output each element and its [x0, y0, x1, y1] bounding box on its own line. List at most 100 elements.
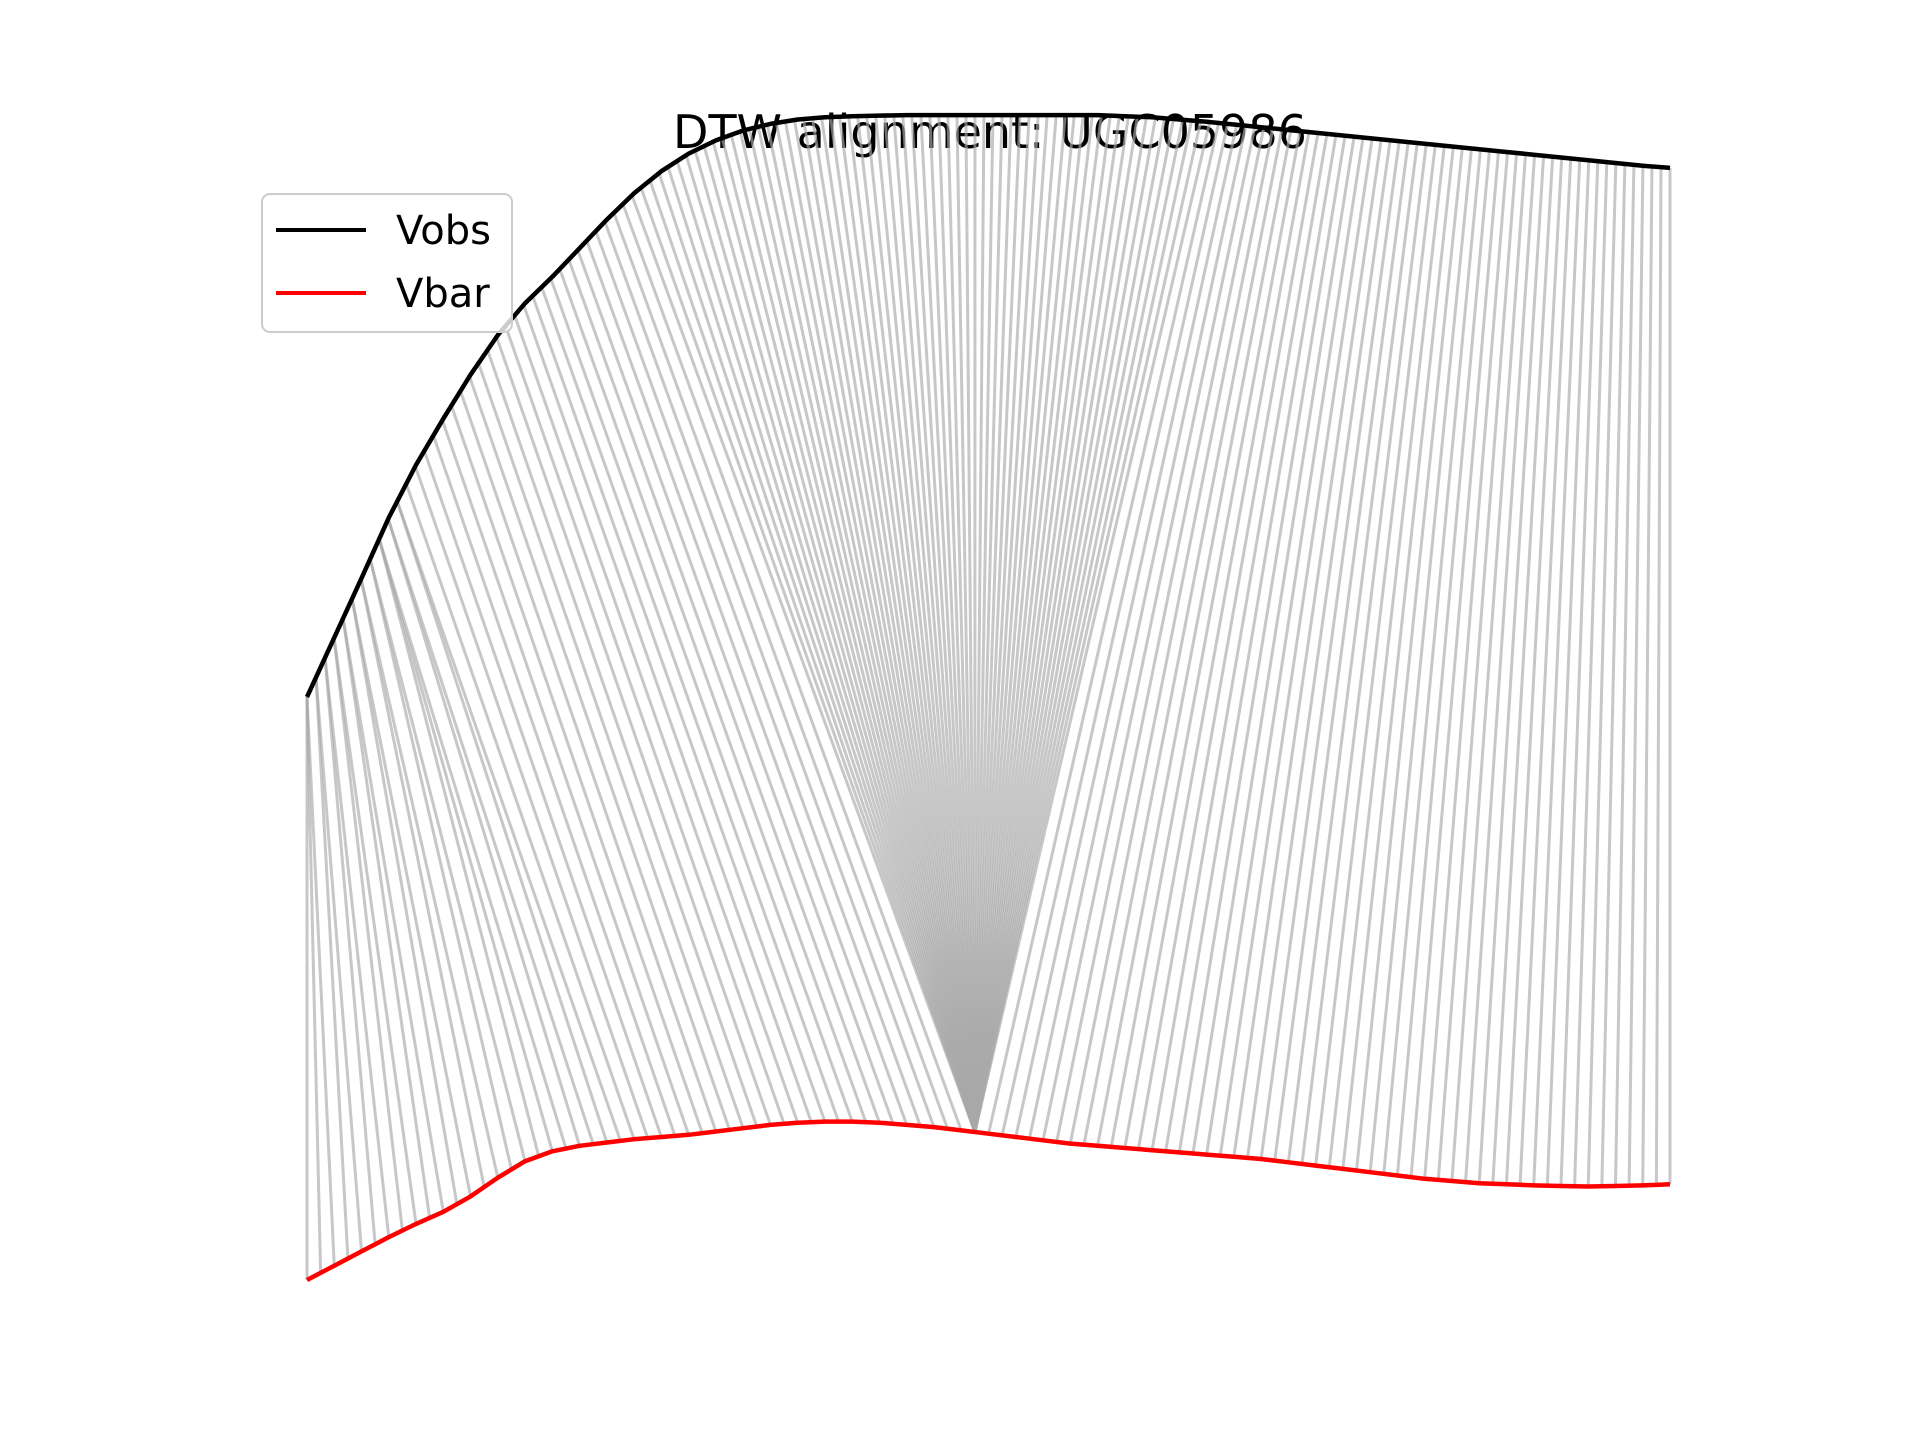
alignment-line-24 [404, 483, 636, 1140]
alignment-line-70 [820, 117, 977, 1133]
alignment-line-10 [341, 618, 445, 1213]
alignment-line-19 [377, 538, 568, 1149]
alignment-line-117 [1027, 125, 1248, 1139]
alignment-line-146 [1423, 151, 1510, 1179]
alignment-line-45 [594, 230, 922, 1127]
alignment-line-113 [973, 121, 1212, 1133]
alignment-line-47 [612, 212, 950, 1130]
alignment-line-135 [1273, 141, 1410, 1161]
alignment-line-75 [865, 115, 977, 1133]
alignment-line-23 [395, 500, 622, 1142]
series-line-vobs [304, 112, 1671, 698]
alignment-line-92 [973, 115, 1022, 1133]
alignment-line-130 [1205, 137, 1365, 1155]
alignment-line-120 [1068, 128, 1275, 1144]
alignment-line-61 [738, 131, 977, 1133]
alignment-line-142 [1368, 148, 1473, 1173]
alignment-line-134 [1259, 140, 1401, 1160]
alignment-line-18 [377, 538, 554, 1152]
alignment-line-129 [1191, 136, 1356, 1154]
alignment-line-78 [892, 115, 977, 1133]
alignment-line-132 [1232, 139, 1383, 1158]
alignment-line-44 [585, 240, 909, 1126]
alignment-line-32 [477, 362, 745, 1129]
alignment-line-154 [1532, 159, 1582, 1186]
alignment-line-39 [540, 286, 840, 1123]
alignment-line-59 [720, 137, 977, 1133]
alignment-line-157 [1573, 162, 1609, 1187]
alignment-line-17 [377, 538, 541, 1157]
alignment-line-13 [359, 578, 486, 1188]
alignment-line-155 [1545, 160, 1591, 1186]
alignment-line-69 [810, 118, 977, 1133]
alignment-line-40 [549, 277, 854, 1123]
alignment-line-16 [368, 558, 527, 1162]
alignment-line-90 [973, 115, 1004, 1133]
alignment-line-144 [1395, 150, 1491, 1176]
alignment-line-118 [1041, 126, 1257, 1141]
alignment-line-66 [783, 121, 977, 1133]
alignment-line-48 [621, 203, 963, 1131]
alignment-line-133 [1245, 140, 1392, 1159]
alignment-line-37 [522, 304, 813, 1123]
alignment-line-3 [314, 677, 350, 1259]
alignment-line-50 [639, 187, 977, 1133]
alignment-line-53 [666, 166, 977, 1133]
alignment-line-20 [386, 518, 582, 1147]
alignment-line-30 [459, 390, 718, 1132]
alignment-line-14 [359, 578, 500, 1179]
alignment-line-88 [973, 115, 986, 1133]
alignment-line-73 [847, 116, 977, 1133]
alignment-line-161 [1627, 165, 1645, 1186]
alignment-line-140 [1341, 146, 1455, 1170]
alignment-line-147 [1436, 152, 1519, 1181]
alignment-line-38 [531, 295, 827, 1123]
alignment-line-34 [495, 336, 772, 1126]
alignment-line-137 [1300, 143, 1428, 1165]
alignment-line-58 [711, 141, 977, 1133]
alignment-line-27 [431, 435, 677, 1137]
alignment-line-95 [973, 114, 1049, 1133]
alignment-line-29 [450, 405, 704, 1134]
alignment-line-86 [964, 115, 977, 1133]
alignment-line-160 [1613, 164, 1636, 1186]
alignment-line-28 [440, 419, 691, 1136]
alignment-line-128 [1177, 135, 1347, 1153]
alignment-line-115 [1000, 123, 1230, 1136]
alignment-line-153 [1518, 158, 1573, 1185]
alignment-line-1 [305, 696, 323, 1273]
alignment-line-151 [1491, 156, 1555, 1184]
alignment-line-36 [513, 314, 800, 1124]
alignment-line-56 [693, 150, 977, 1133]
alignment-line-15 [368, 558, 513, 1170]
series-line-vbar [305, 1119, 1671, 1282]
alignment-line-93 [973, 115, 1031, 1133]
alignment-line-60 [729, 134, 977, 1133]
alignment-line-51 [648, 179, 977, 1133]
alignment-line-31 [468, 375, 731, 1131]
alignment-line-107 [973, 117, 1157, 1133]
series-lines [304, 112, 1671, 1282]
alignment-line-123 [1109, 130, 1302, 1148]
alignment-line-57 [702, 145, 977, 1133]
alignment-line-114 [987, 122, 1221, 1135]
alignment-line-25 [413, 465, 650, 1139]
alignment-line-84 [946, 115, 977, 1133]
alignment-line-159 [1600, 163, 1627, 1187]
alignment-line-26 [422, 450, 663, 1138]
alignment-line-79 [901, 115, 977, 1133]
alignment-line-91 [973, 115, 1013, 1133]
alignment-line-122 [1096, 129, 1293, 1147]
alignment-line-63 [756, 126, 977, 1133]
alignment-line-6 [323, 657, 391, 1238]
alignment-line-139 [1327, 145, 1446, 1168]
alignment-line-82 [928, 115, 977, 1133]
alignment-line-5 [323, 657, 377, 1245]
alignment-line-42 [567, 259, 881, 1124]
legend-label-vbar: Vbar [396, 271, 490, 317]
alignment-line-52 [657, 172, 977, 1133]
alignment-line-158 [1586, 162, 1618, 1187]
alignment-line-68 [801, 118, 977, 1133]
alignment-line-4 [314, 677, 364, 1252]
